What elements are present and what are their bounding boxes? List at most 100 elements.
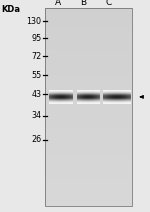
Bar	[53, 100, 54, 101]
Bar	[80, 91, 81, 92]
Bar	[87, 100, 88, 101]
Bar	[68, 97, 69, 98]
Bar	[97, 97, 98, 98]
Bar	[86, 103, 87, 104]
Bar	[117, 95, 118, 96]
Bar	[81, 101, 82, 102]
Bar	[129, 91, 130, 92]
Bar	[64, 98, 65, 99]
Bar	[88, 103, 89, 104]
Bar	[92, 103, 93, 104]
Bar	[89, 92, 90, 93]
Bar	[97, 102, 98, 103]
Bar	[94, 102, 95, 103]
Bar	[119, 94, 120, 95]
Bar	[129, 94, 130, 95]
Bar	[103, 103, 104, 104]
Bar	[128, 98, 129, 99]
Bar	[99, 98, 100, 99]
Bar	[95, 97, 96, 98]
Bar	[118, 98, 119, 99]
Bar	[106, 92, 107, 93]
Bar	[90, 103, 91, 104]
Bar	[84, 95, 85, 96]
Bar	[88, 99, 89, 100]
Bar	[95, 91, 96, 92]
Bar	[45, 127, 132, 129]
Bar	[56, 94, 57, 95]
Bar	[128, 97, 129, 98]
Bar	[99, 102, 100, 103]
Bar	[53, 99, 54, 100]
Bar	[78, 96, 79, 97]
Bar	[79, 100, 80, 101]
Bar	[58, 96, 59, 97]
Bar	[98, 93, 99, 94]
Bar	[85, 99, 86, 100]
Bar	[91, 97, 92, 98]
Bar	[64, 93, 65, 94]
Bar	[62, 101, 63, 102]
Bar	[117, 100, 118, 101]
Bar	[67, 90, 68, 91]
Bar	[98, 103, 99, 104]
Bar	[64, 103, 65, 104]
Bar	[72, 95, 73, 96]
Bar	[107, 91, 108, 92]
Bar	[49, 90, 50, 91]
Bar	[56, 100, 57, 101]
Bar	[90, 98, 91, 99]
Bar	[84, 93, 85, 94]
Bar	[56, 98, 57, 99]
Bar	[95, 102, 96, 103]
Bar	[77, 100, 78, 101]
Bar	[69, 100, 70, 101]
Bar	[116, 99, 117, 100]
Bar	[45, 137, 132, 139]
Bar	[79, 91, 80, 92]
Bar	[51, 93, 52, 94]
Bar	[64, 99, 65, 100]
Bar	[126, 95, 127, 96]
Bar	[93, 97, 94, 98]
Bar	[130, 94, 131, 95]
Bar	[83, 103, 84, 104]
Bar	[84, 92, 85, 93]
Bar	[96, 94, 97, 95]
Bar	[88, 96, 89, 97]
Bar	[126, 94, 127, 95]
Bar	[45, 114, 132, 117]
Bar	[124, 96, 125, 97]
Bar	[98, 96, 99, 97]
Bar	[45, 85, 132, 87]
Bar	[61, 92, 62, 93]
Bar	[58, 94, 59, 95]
Bar	[79, 92, 80, 93]
Bar	[112, 102, 113, 103]
Bar	[116, 98, 117, 99]
Bar	[60, 97, 61, 98]
Bar	[120, 103, 121, 104]
Bar	[84, 102, 85, 103]
Bar	[53, 98, 54, 99]
Bar	[118, 90, 119, 91]
Bar	[104, 99, 105, 100]
Bar	[108, 102, 109, 103]
Bar	[65, 102, 66, 103]
Bar	[120, 102, 121, 103]
Bar	[128, 90, 129, 91]
Bar	[58, 97, 59, 98]
Bar	[58, 103, 59, 104]
Bar	[77, 90, 78, 91]
Bar	[45, 92, 132, 95]
Bar	[62, 93, 63, 94]
Bar	[76, 100, 77, 101]
Bar	[52, 99, 53, 100]
Bar	[89, 93, 90, 94]
Bar	[95, 100, 96, 101]
Bar	[78, 93, 79, 94]
Bar	[45, 45, 132, 48]
Bar	[88, 91, 89, 92]
Bar	[45, 80, 132, 82]
Bar	[79, 98, 80, 99]
